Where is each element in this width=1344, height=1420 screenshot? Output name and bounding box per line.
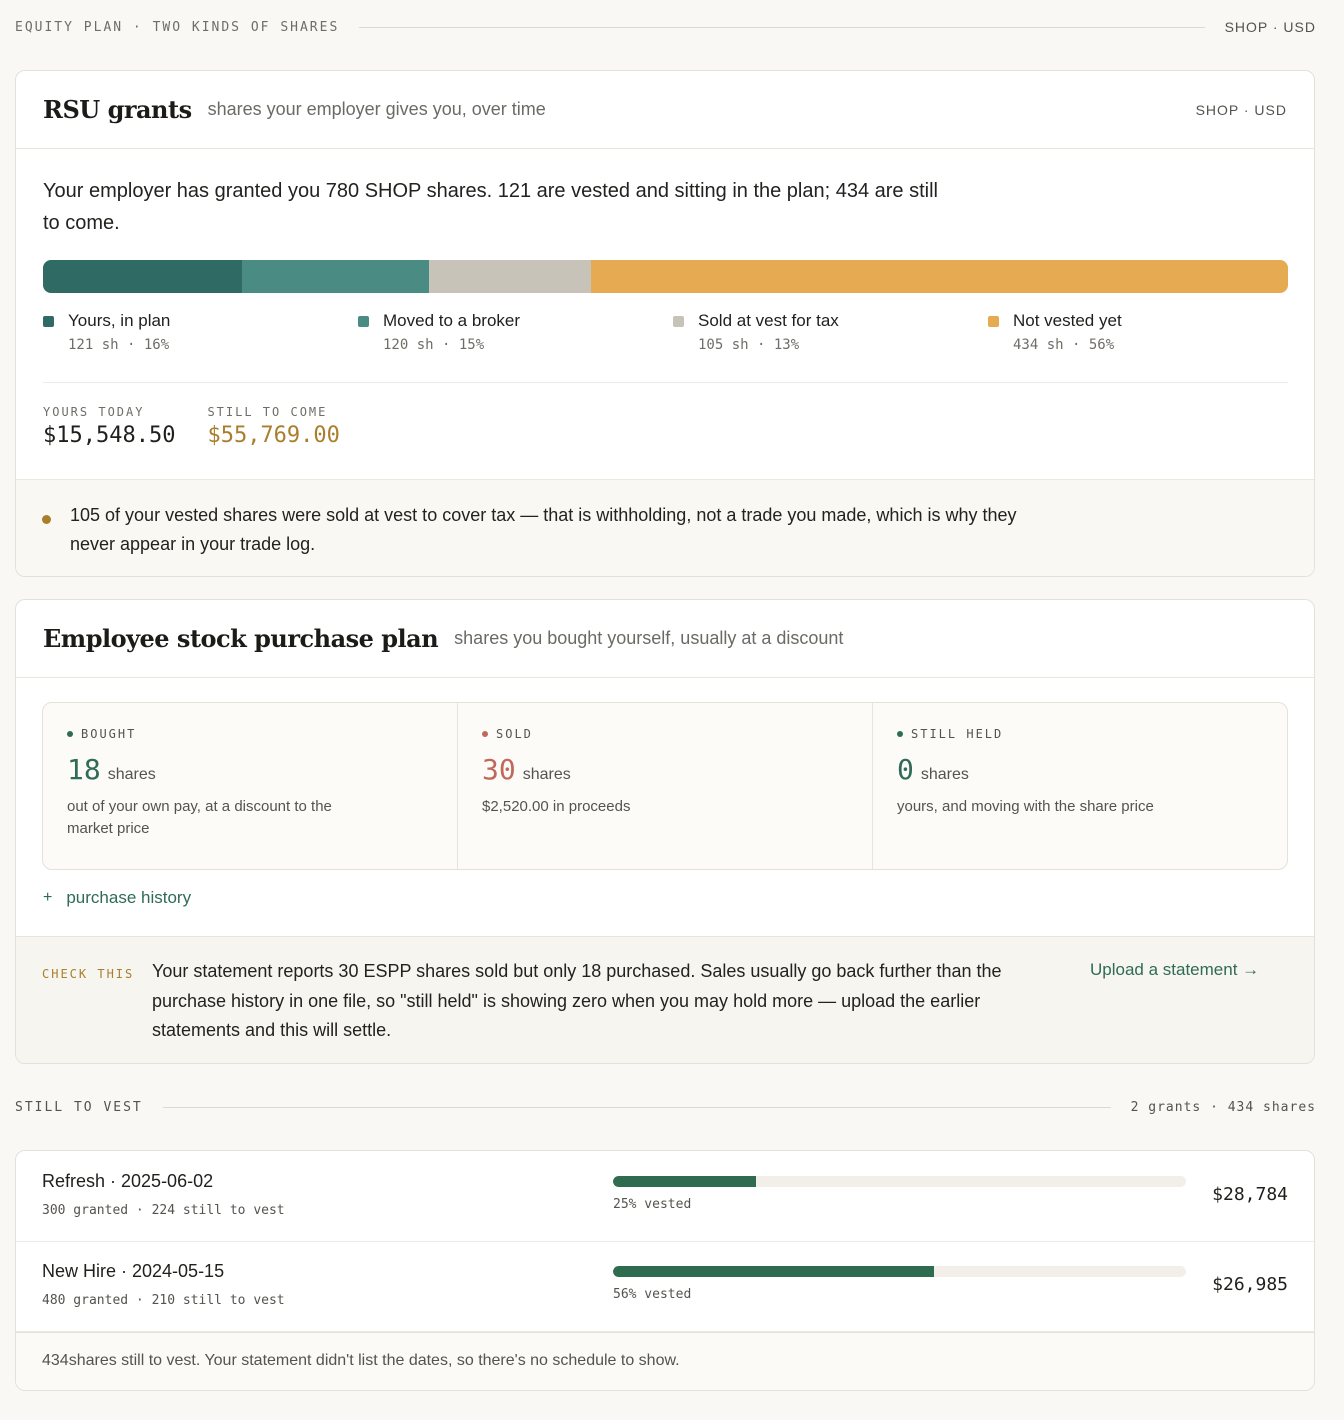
- legend-label: Not vested yet: [1013, 311, 1122, 330]
- check-this-warning: CHECK THIS Your statement reports 30 ESP…: [16, 936, 1314, 1063]
- bullet-icon: [482, 731, 488, 737]
- bar-segment-not-vested: [590, 260, 1288, 293]
- legend-detail: 121 sh · 16%: [68, 337, 170, 353]
- purchase-history-toggle[interactable]: + purchase history: [43, 888, 191, 908]
- vesting-footer-note: 434shares still to vest. Your statement …: [16, 1332, 1314, 1390]
- rsu-stacked-bar: [43, 260, 1288, 293]
- espp-still-held-label: STILL HELD: [911, 727, 1004, 741]
- grant-amount: $26,985: [1212, 1274, 1288, 1295]
- vesting-card: Refresh · 2025-06-02 300 granted · 224 s…: [15, 1150, 1315, 1391]
- vesting-progress-fill: [613, 1176, 757, 1187]
- grant-title: Refresh · 2025-06-02: [42, 1171, 214, 1191]
- rsu-ticker-currency: SHOP · USD: [1195, 101, 1287, 118]
- rsu-legend: Yours, in plan 121 sh · 16% Moved to a b…: [43, 311, 1303, 353]
- divider: [359, 26, 1205, 28]
- legend-item-in-plan: Yours, in plan 121 sh · 16%: [43, 311, 358, 353]
- still-to-come-value: $55,769.00: [207, 423, 340, 448]
- divider: [43, 382, 1288, 383]
- still-to-vest-label: STILL TO VEST: [15, 1099, 143, 1115]
- legend-swatch: [43, 315, 54, 327]
- rsu-card-header: RSU grants shares your employer gives yo…: [16, 71, 1314, 149]
- ticker-currency: SHOP · USD: [1224, 19, 1316, 35]
- legend-detail: 105 sh · 13%: [698, 337, 800, 353]
- espp-bought-desc: out of your own pay, at a discount to th…: [67, 798, 332, 837]
- vesting-percent: 25% vested: [613, 1197, 692, 1212]
- still-to-come-label: STILL TO COME: [207, 405, 328, 419]
- check-this-text: Your statement reports 30 ESPP shares so…: [152, 961, 1002, 1040]
- page-header: EQUITY PLAN · TWO KINDS OF SHARES SHOP ·…: [15, 18, 1316, 36]
- espp-bought-label: BOUGHT: [81, 727, 137, 741]
- vesting-percent: 56% vested: [613, 1287, 692, 1302]
- vesting-progress-bar: [613, 1266, 1186, 1277]
- rsu-subtitle: shares your employer gives you, over tim…: [207, 99, 546, 119]
- espp-sold-label: SOLD: [496, 727, 533, 741]
- yours-today-label: YOURS TODAY: [43, 405, 145, 419]
- legend-swatch: [673, 315, 684, 327]
- espp-summary-grid: BOUGHT 18 shares out of your own pay, at …: [42, 702, 1288, 870]
- espp-title: Employee stock purchase plan: [43, 624, 439, 653]
- note-dot-icon: [42, 515, 51, 524]
- rsu-tax-note: 105 of your vested shares were sold at v…: [16, 479, 1314, 576]
- bullet-icon: [897, 731, 903, 737]
- bullet-icon: [67, 731, 73, 737]
- yours-today: YOURS TODAY $15,548.50: [43, 405, 175, 448]
- espp-bought: BOUGHT 18 shares out of your own pay, at …: [43, 703, 458, 869]
- still-to-vest-header: STILL TO VEST 2 grants · 434 shares: [15, 1098, 1316, 1116]
- table-row: Refresh · 2025-06-02 300 granted · 224 s…: [16, 1151, 1314, 1242]
- still-to-come: STILL TO COME $55,769.00: [207, 405, 339, 448]
- bar-segment-in-plan: [43, 260, 243, 293]
- bar-segment-broker: [242, 260, 429, 293]
- vesting-footer-text: 434shares still to vest. Your statement …: [42, 1352, 680, 1369]
- rsu-title: RSU grants: [43, 95, 192, 124]
- legend-detail: 434 sh · 56%: [1013, 337, 1115, 353]
- grant-detail: 480 granted · 210 still to vest: [42, 1293, 285, 1308]
- espp-still-held-desc: yours, and moving with the share price: [897, 798, 1154, 815]
- unit-label: shares: [920, 766, 969, 783]
- legend-item-broker: Moved to a broker 120 sh · 15%: [358, 311, 673, 353]
- page-header-label: EQUITY PLAN · TWO KINDS OF SHARES: [15, 19, 340, 35]
- espp-sold: SOLD 30 shares $2,520.00 in proceeds: [458, 703, 873, 869]
- unit-label: shares: [522, 766, 571, 783]
- legend-label: Yours, in plan: [68, 311, 171, 330]
- rsu-card: RSU grants shares your employer gives yo…: [15, 70, 1315, 577]
- grant-title: New Hire · 2024-05-15: [42, 1261, 225, 1281]
- espp-subtitle: shares you bought yourself, usually at a…: [454, 628, 844, 648]
- espp-still-held-count: 0: [897, 753, 914, 786]
- legend-swatch: [358, 315, 369, 327]
- divider: [162, 1106, 1111, 1108]
- check-this-label: CHECK THIS: [42, 967, 135, 981]
- upload-statement-link[interactable]: Upload a statement →: [1090, 960, 1260, 979]
- plus-icon: +: [43, 889, 53, 906]
- still-to-vest-summary: 2 grants · 434 shares: [1130, 1099, 1316, 1115]
- rsu-intro: Your employer has granted you 780 SHOP s…: [43, 180, 938, 234]
- legend-swatch: [988, 315, 999, 327]
- grant-detail: 300 granted · 224 still to vest: [42, 1203, 285, 1218]
- vesting-progress-fill: [613, 1266, 934, 1277]
- rsu-values: YOURS TODAY $15,548.50 STILL TO COME $55…: [43, 405, 372, 448]
- legend-detail: 120 sh · 15%: [383, 337, 485, 353]
- legend-label: Sold at vest for tax: [698, 311, 839, 330]
- grant-amount: $28,784: [1212, 1184, 1288, 1205]
- legend-item-not-vested: Not vested yet 434 sh · 56%: [988, 311, 1303, 353]
- purchase-history-label: purchase history: [66, 888, 192, 907]
- yours-today-value: $15,548.50: [43, 423, 176, 448]
- espp-still-held: STILL HELD 0 shares yours, and moving wit…: [873, 703, 1287, 869]
- espp-card: Employee stock purchase plan shares you …: [15, 599, 1315, 1064]
- legend-item-sold-tax: Sold at vest for tax 105 sh · 13%: [673, 311, 988, 353]
- espp-sold-count: 30: [482, 753, 516, 786]
- bar-segment-sold-tax: [428, 260, 591, 293]
- espp-sold-desc: $2,520.00 in proceeds: [482, 798, 631, 815]
- table-row: New Hire · 2024-05-15 480 granted · 210 …: [16, 1241, 1314, 1332]
- espp-bought-count: 18: [67, 753, 101, 786]
- rsu-tax-note-text: 105 of your vested shares were sold at v…: [70, 505, 1017, 554]
- vesting-progress-bar: [613, 1176, 1186, 1187]
- espp-card-header: Employee stock purchase plan shares you …: [16, 600, 1314, 678]
- unit-label: shares: [107, 766, 156, 783]
- legend-label: Moved to a broker: [383, 311, 521, 330]
